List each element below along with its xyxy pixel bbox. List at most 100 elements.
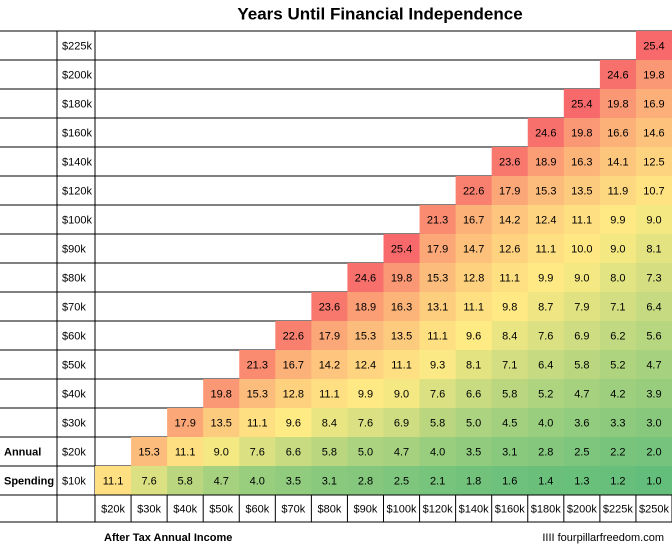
cell bbox=[455, 379, 493, 409]
row-axis-label: Spending bbox=[4, 475, 54, 487]
row-label: $20k bbox=[62, 446, 86, 458]
cell-value: 4.0 bbox=[538, 417, 553, 429]
cell-value: 9.0 bbox=[574, 272, 589, 284]
cell-value: 14.2 bbox=[499, 214, 520, 226]
cell bbox=[599, 234, 637, 264]
cell-value: 2.1 bbox=[430, 475, 445, 487]
cell-value: 2.8 bbox=[358, 475, 373, 487]
cell-value: 4.2 bbox=[610, 388, 625, 400]
cell-value: 23.6 bbox=[319, 301, 340, 313]
cell-value: 5.0 bbox=[358, 446, 373, 458]
column-label: $100k bbox=[387, 503, 417, 515]
column-label: $200k bbox=[567, 503, 597, 515]
row-label: $50k bbox=[62, 359, 86, 371]
cell-value: 9.8 bbox=[502, 301, 517, 313]
cell bbox=[275, 466, 312, 496]
cell bbox=[635, 60, 672, 90]
cell-value: 4.5 bbox=[502, 417, 517, 429]
cell bbox=[275, 379, 312, 409]
cell bbox=[599, 321, 637, 351]
cell-value: 11.1 bbox=[103, 475, 124, 487]
cell-value: 8.7 bbox=[538, 301, 553, 313]
cell-value: 19.8 bbox=[643, 69, 664, 81]
cell bbox=[167, 408, 204, 438]
cell bbox=[95, 466, 132, 496]
cell bbox=[599, 292, 637, 322]
cell-value: 7.9 bbox=[574, 301, 589, 313]
cell bbox=[491, 205, 529, 235]
cell-value: 2.8 bbox=[538, 446, 553, 458]
cell bbox=[311, 408, 348, 438]
cell-value: 6.2 bbox=[610, 330, 625, 342]
cell-value: 14.2 bbox=[319, 359, 340, 371]
cell bbox=[383, 466, 421, 496]
cell-value: 9.0 bbox=[610, 243, 625, 255]
cell-value: 5.0 bbox=[466, 417, 481, 429]
cell-value: 9.9 bbox=[610, 214, 625, 226]
cell-value: 7.6 bbox=[538, 330, 553, 342]
cell bbox=[527, 205, 565, 235]
cell-value: 5.6 bbox=[646, 330, 661, 342]
cell-value: 4.7 bbox=[646, 359, 661, 371]
cell-value: 17.9 bbox=[499, 185, 520, 197]
cell-value: 22.6 bbox=[463, 185, 484, 197]
cell-value: 15.3 bbox=[355, 330, 376, 342]
column-label: $120k bbox=[423, 503, 453, 515]
cell bbox=[311, 437, 348, 467]
cell bbox=[599, 147, 637, 177]
cell bbox=[455, 466, 493, 496]
cell-value: 19.8 bbox=[571, 127, 592, 139]
row-label: $80k bbox=[62, 272, 86, 284]
cell bbox=[491, 176, 529, 206]
cell bbox=[599, 379, 637, 409]
cell-value: 2.0 bbox=[646, 446, 661, 458]
cell-value: 17.9 bbox=[319, 330, 340, 342]
cell bbox=[635, 292, 672, 322]
cell bbox=[419, 205, 457, 235]
cell bbox=[563, 466, 601, 496]
cell bbox=[347, 263, 384, 293]
cell bbox=[311, 466, 348, 496]
cell bbox=[455, 350, 493, 380]
cell-value: 8.4 bbox=[502, 330, 517, 342]
cell bbox=[347, 466, 384, 496]
cell-value: 11.1 bbox=[175, 446, 196, 458]
row-label: $180k bbox=[62, 98, 92, 110]
row-axis-label: Annual bbox=[4, 446, 41, 458]
cell-value: 11.1 bbox=[391, 359, 412, 371]
cell-value: 25.4 bbox=[643, 40, 664, 52]
cell bbox=[203, 466, 240, 496]
cell bbox=[599, 408, 637, 438]
cell-value: 6.4 bbox=[646, 301, 661, 313]
cell bbox=[563, 89, 601, 119]
cell-value: 11.1 bbox=[427, 330, 448, 342]
cell-value: 9.0 bbox=[394, 388, 409, 400]
cell bbox=[527, 466, 565, 496]
cell bbox=[131, 437, 168, 467]
cell bbox=[203, 437, 240, 467]
cell-value: 7.6 bbox=[141, 475, 156, 487]
cell-value: 3.6 bbox=[574, 417, 589, 429]
cell bbox=[527, 176, 565, 206]
cell-value: 3.1 bbox=[502, 446, 517, 458]
cell-value: 24.6 bbox=[535, 127, 556, 139]
credit: IIII fourpillarfreedom.com bbox=[542, 532, 664, 544]
cell-value: 15.3 bbox=[427, 272, 448, 284]
cell-value: 8.4 bbox=[322, 417, 337, 429]
cell-value: 12.8 bbox=[463, 272, 484, 284]
cell bbox=[347, 437, 384, 467]
row-label: $90k bbox=[62, 243, 86, 255]
cell-value: 10.7 bbox=[643, 185, 664, 197]
cell-value: 13.5 bbox=[391, 330, 412, 342]
cell bbox=[311, 292, 348, 322]
cell bbox=[635, 466, 672, 496]
cell bbox=[635, 263, 672, 293]
cell-value: 9.9 bbox=[358, 388, 373, 400]
cell bbox=[275, 350, 312, 380]
cell bbox=[635, 147, 672, 177]
row-label: $225k bbox=[62, 40, 92, 52]
cell bbox=[527, 350, 565, 380]
cell bbox=[311, 350, 348, 380]
